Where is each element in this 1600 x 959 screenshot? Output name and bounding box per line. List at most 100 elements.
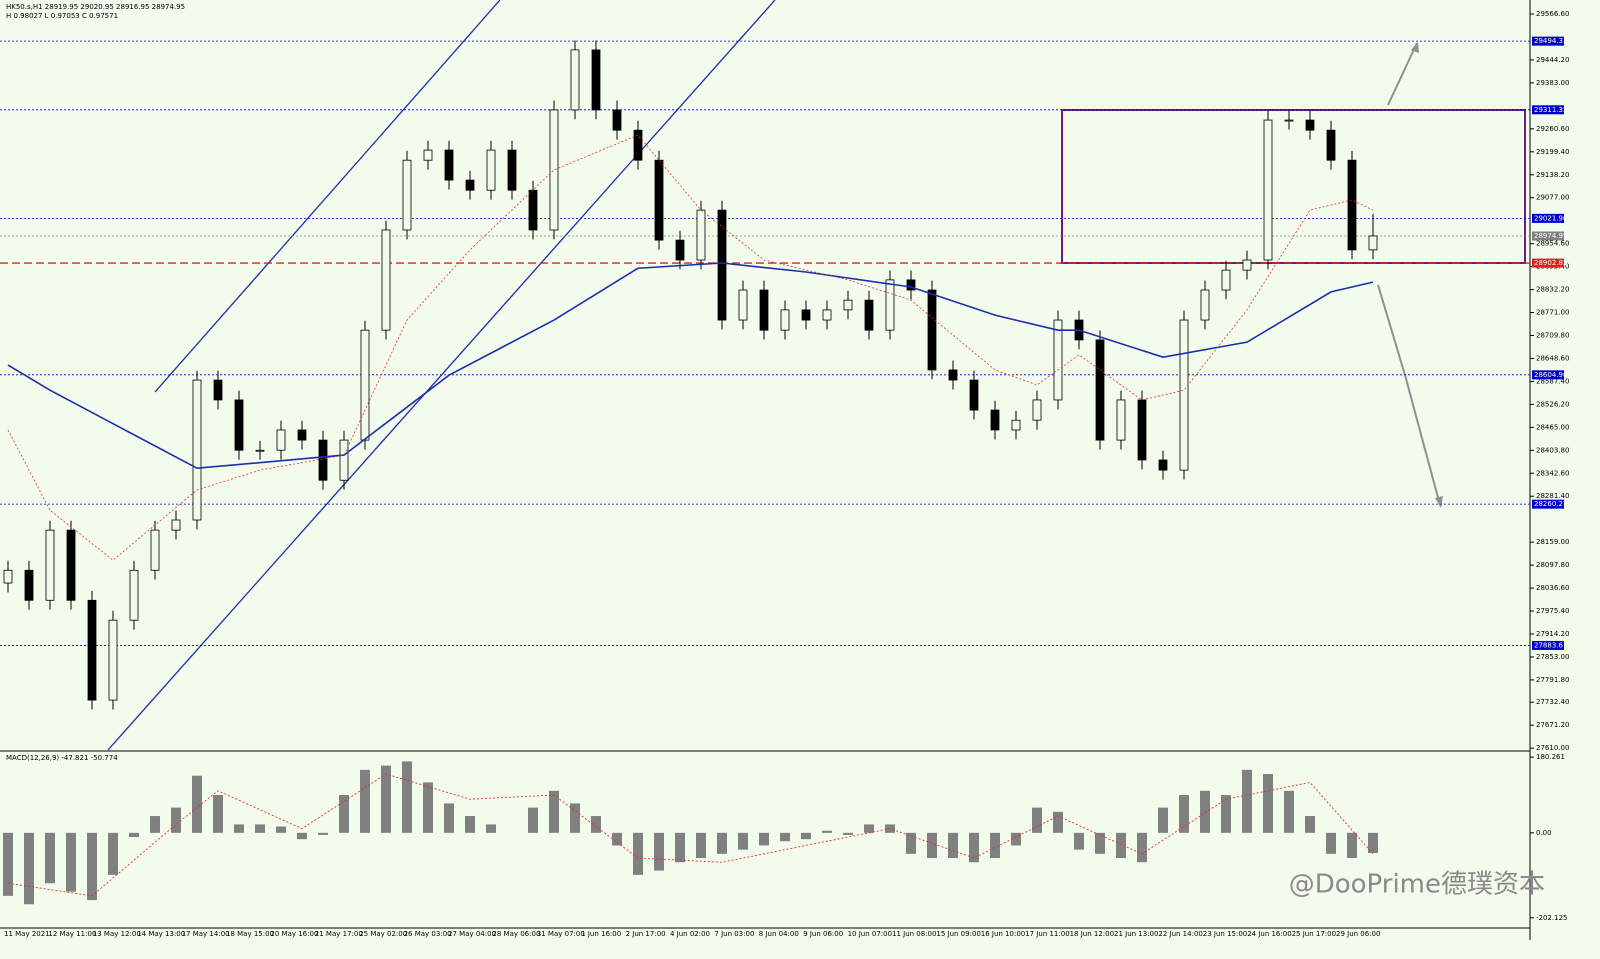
x-tick-label: 11 Jun 08:00 [892, 930, 936, 938]
candle-body [423, 149, 433, 161]
level-label: 28974.95 [1534, 232, 1567, 240]
moving-average [7, 134, 1374, 561]
candle-body [381, 229, 391, 331]
macd-bar [66, 832, 76, 892]
x-tick-label: 24 Jun 16:00 [1247, 930, 1291, 938]
x-tick-label: 20 May 16:00 [270, 930, 318, 938]
x-tick-label: 28 May 06:00 [492, 930, 540, 938]
candle-body [696, 209, 706, 261]
candle-body [528, 189, 538, 231]
macd-bar [1200, 790, 1210, 833]
arrow-head [1411, 42, 1419, 53]
macd-bar [843, 832, 853, 835]
x-tick-label: 4 Jun 02:00 [670, 930, 710, 938]
macd-bar [1284, 790, 1294, 833]
y-tick-label: 28281.40 [1536, 492, 1569, 500]
x-tick-label: 18 Jun 12:00 [1070, 930, 1114, 938]
x-tick-label: 16 Jun 10:00 [981, 930, 1025, 938]
candle-body [1011, 419, 1021, 431]
candle-body [948, 369, 958, 381]
y-tick-label: 28954.60 [1536, 240, 1569, 248]
macd-bar [150, 816, 160, 833]
level-label: 29021.90 [1534, 214, 1567, 222]
x-tick-label: 29 Jun 06:00 [1336, 930, 1380, 938]
candle-body [3, 569, 13, 584]
level-label: 28902.83 [1534, 259, 1567, 267]
macd-bar [969, 832, 979, 863]
x-tick-label: 7 Jun 03:00 [714, 930, 754, 938]
candle-body [1242, 259, 1252, 271]
chart-subtitle: H 0.98027 L 0.97053 C 0.97571 [6, 12, 118, 20]
candle-body [1053, 319, 1063, 401]
candle-body [339, 439, 349, 481]
y-tick-label: 28587.40 [1536, 377, 1569, 385]
x-tick-label: 22 Jun 14:00 [1158, 930, 1202, 938]
candle-body [1179, 319, 1189, 471]
x-tick-label: 26 May 03:00 [404, 930, 452, 938]
level-label-bg [1532, 370, 1564, 380]
macd-bar [444, 803, 454, 833]
x-tick-label: 21 Jun 13:00 [1114, 930, 1158, 938]
macd-bar [1179, 795, 1189, 833]
macd-bar [948, 832, 958, 859]
candle-body [612, 109, 622, 131]
y-tick-label: 28403.80 [1536, 446, 1569, 454]
macd-bar [1074, 832, 1084, 850]
macd-bar [1263, 774, 1273, 833]
arrow [1377, 284, 1406, 376]
y-tick-label: 28159.00 [1536, 538, 1569, 546]
moving-average [7, 262, 1374, 470]
candle-body [213, 379, 223, 401]
x-tick-label: 18 May 15:00 [226, 930, 274, 938]
candle-body [1305, 119, 1315, 131]
macd-bar [213, 795, 223, 833]
macd-bar [1137, 832, 1147, 863]
y-tick-label: 28771.00 [1536, 309, 1569, 317]
level-label: 27883.67 [1534, 641, 1567, 649]
macd-bar [486, 824, 496, 833]
y-tick-label: 27732.40 [1536, 698, 1569, 706]
x-tick-label: 9 Jun 06:00 [803, 930, 843, 938]
macd-tick-label: -202.125 [1536, 914, 1567, 922]
candle-body [864, 299, 874, 331]
y-tick-label: 29566.60 [1536, 10, 1569, 18]
candle-body [402, 159, 412, 231]
candle-body [969, 379, 979, 411]
arrow [1404, 374, 1441, 506]
y-tick-label: 27975.40 [1536, 607, 1569, 615]
macd-bar [759, 832, 769, 846]
chart-title: HK50.s,H1 28919.95 29020.95 28916.95 289… [6, 3, 185, 11]
macd-bar [780, 832, 790, 842]
candle-body [822, 309, 832, 321]
candle-body [906, 279, 916, 291]
candle-body [192, 379, 202, 521]
x-tick-label: 10 Jun 07:00 [848, 930, 892, 938]
y-tick-label: 28342.60 [1536, 469, 1569, 477]
macd-bar [255, 824, 265, 833]
candle-body [150, 529, 160, 571]
macd-bar [465, 816, 475, 833]
arrow [1387, 42, 1418, 106]
candle-body [738, 289, 748, 321]
macd-tick-label: 0.00 [1536, 829, 1552, 837]
candle-body [24, 569, 34, 601]
x-tick-label: 25 Jun 17:00 [1292, 930, 1336, 938]
macd-bar [297, 832, 307, 840]
candle-body [360, 329, 370, 441]
y-tick-label: 28465.00 [1536, 423, 1569, 431]
candle-body [885, 279, 895, 331]
macd-bar [1242, 769, 1252, 833]
macd-bar [1032, 807, 1042, 833]
candle-body [1137, 399, 1147, 461]
x-tick-label: 8 Jun 04:00 [759, 930, 799, 938]
candle-body [570, 49, 580, 111]
y-tick-label: 28526.20 [1536, 400, 1569, 408]
y-tick-label: 29444.20 [1536, 56, 1569, 64]
level-label-bg [1532, 213, 1564, 223]
level-label-bg [1532, 499, 1564, 509]
candle-body [66, 529, 76, 601]
macd-bar [1305, 816, 1315, 833]
candle-body [171, 519, 181, 531]
y-tick-label: 27671.20 [1536, 721, 1569, 729]
x-tick-label: 13 May 12:00 [93, 930, 141, 938]
